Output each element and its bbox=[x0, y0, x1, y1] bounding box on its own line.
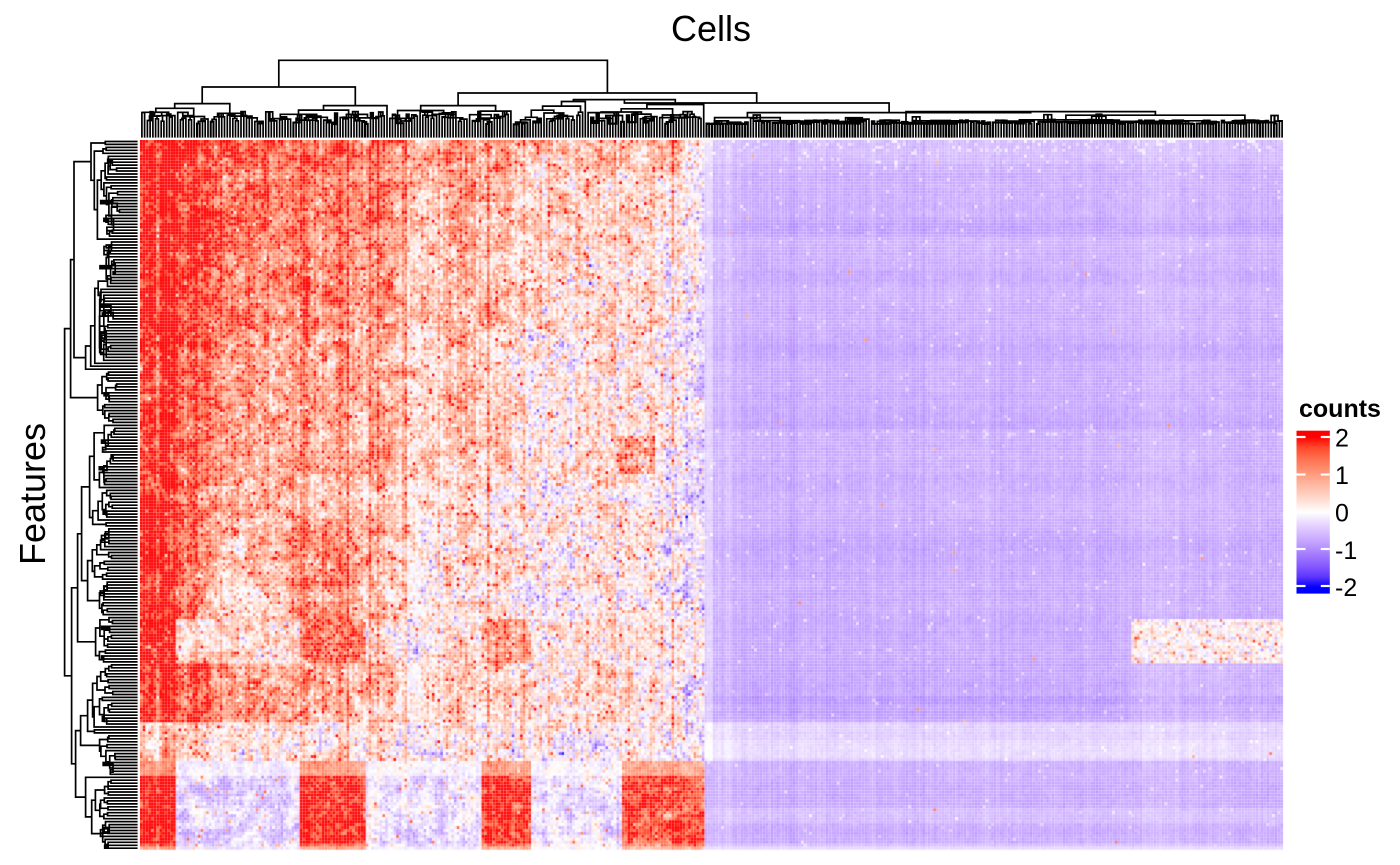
svg-text:Cells: Cells bbox=[671, 8, 751, 49]
svg-text:Features: Features bbox=[12, 423, 53, 565]
svg-text:-2: -2 bbox=[1335, 574, 1357, 602]
svg-text:-1: -1 bbox=[1335, 537, 1357, 565]
svg-text:2: 2 bbox=[1335, 425, 1349, 453]
svg-text:counts: counts bbox=[1299, 395, 1381, 423]
svg-text:0: 0 bbox=[1335, 500, 1349, 528]
svg-text:1: 1 bbox=[1335, 462, 1349, 490]
